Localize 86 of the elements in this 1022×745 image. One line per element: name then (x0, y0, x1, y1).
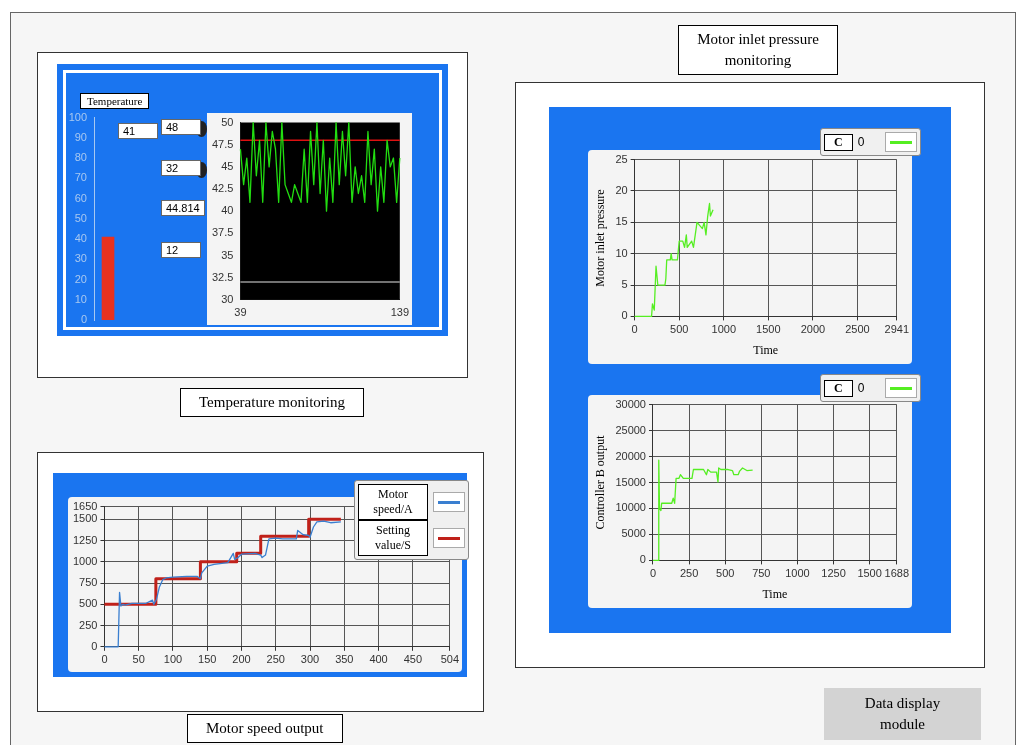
text: 44.814 (161, 200, 205, 216)
x-tick-label: 200 (232, 653, 251, 666)
text: 0 (857, 381, 866, 395)
y-tick-label: 80 (74, 151, 87, 164)
y-tick-label: 70 (74, 171, 87, 184)
text: Motor speed output (187, 714, 343, 743)
y-tick-label: 30 (74, 252, 87, 265)
x-tick-label: 450 (403, 653, 422, 666)
y-tick-label: 50 (221, 115, 234, 128)
y-tick-label: 42.5 (211, 182, 234, 195)
x-tick-label: 750 (752, 567, 771, 580)
x-tick-label: 1688 (884, 567, 910, 580)
x-tick-label: 300 (300, 653, 320, 666)
y-tick-label: 50 (74, 211, 87, 224)
text: Temperature monitoring (180, 388, 364, 417)
x-tick-label: 2500 (845, 323, 870, 336)
y-tick-label: 0 (639, 553, 646, 566)
y-tick-label: 5000 (621, 527, 646, 540)
chart-title: Motor inlet pressure monitoring (678, 25, 838, 75)
y-tick-label: 37.5 (211, 226, 234, 239)
x-tick-label: 139 (390, 306, 409, 319)
legend-title: C (824, 133, 853, 151)
y-tick-label: 15000 (615, 475, 646, 488)
x-tick-label: 0 (101, 653, 108, 666)
y-axis-title: Controller B output (593, 434, 608, 530)
x-axis-title: Time (762, 586, 788, 601)
legend-title: C (824, 379, 853, 397)
y-tick-label: 25 (615, 152, 628, 165)
y-tick-label: 60 (74, 191, 87, 204)
y-tick-label: 30 (221, 292, 234, 305)
y-tick-label: 100 (68, 110, 87, 123)
text: Data display module (824, 688, 981, 740)
y-tick-label: 32.5 (211, 270, 234, 283)
x-tick-label: 39 (234, 306, 247, 319)
x-tick-label: 250 (679, 567, 699, 580)
text: 48 (161, 119, 201, 135)
x-tick-label: 1500 (756, 323, 781, 336)
x-tick-label: 500 (716, 567, 735, 580)
x-tick-label: 150 (198, 653, 217, 666)
text: 12 (161, 242, 201, 258)
y-tick-label: 25000 (615, 423, 646, 436)
x-tick-label: 2941 (884, 323, 910, 336)
y-tick-label: 20 (74, 272, 87, 285)
y-tick-label: 10000 (615, 501, 646, 514)
x-tick-label: 1000 (711, 323, 737, 336)
x-tick-label: 350 (335, 653, 354, 666)
y-tick-label: 40 (74, 232, 87, 245)
y-tick-label: 0 (91, 639, 98, 652)
x-tick-label: 500 (670, 323, 689, 336)
y-tick-label: 35 (221, 248, 234, 261)
y-tick-label: 30000 (615, 397, 646, 410)
y-axis-title: Motor inlet pressure (593, 189, 608, 287)
legend-label: Motor speed/A (358, 484, 428, 520)
y-tick-label: 1000 (72, 554, 98, 567)
y-tick-label: 20 (615, 183, 628, 196)
y-tick-label: 10 (615, 246, 628, 259)
x-tick-label: 100 (163, 653, 183, 666)
x-tick-label: 1000 (785, 567, 810, 580)
x-tick-label: 250 (266, 653, 285, 666)
y-tick-label: 1250 (72, 533, 98, 546)
y-tick-label: 10 (74, 292, 87, 305)
text: 32 (161, 160, 201, 176)
x-tick-label: 50 (132, 653, 145, 666)
x-axis-title: Time (753, 342, 779, 357)
x-tick-label: 1250 (821, 567, 846, 580)
y-tick-label: 250 (79, 618, 98, 631)
y-tick-label: 5 (621, 278, 628, 291)
y-tick-label: 90 (74, 130, 87, 143)
x-tick-label: 400 (369, 653, 388, 666)
x-tick-label: 1500 (857, 567, 882, 580)
x-tick-label: 2000 (800, 323, 826, 336)
y-tick-label: 40 (221, 204, 234, 217)
y-tick-label: 1500 (72, 512, 98, 525)
x-tick-label: 0 (649, 567, 657, 580)
y-tick-label: 47.5 (211, 137, 234, 150)
text: 0 (857, 135, 866, 149)
y-tick-label: 1650 (72, 499, 98, 512)
legend-label: Setting value/S (358, 520, 428, 556)
y-tick-label: 750 (79, 576, 98, 589)
x-tick-label: 504 (440, 653, 459, 666)
text: 41 (118, 123, 158, 139)
y-tick-label: 20000 (615, 449, 646, 462)
y-tick-label: 15 (615, 215, 628, 228)
chart-title: Temperature (80, 93, 150, 109)
y-tick-label: 500 (79, 597, 98, 610)
y-tick-label: 45 (221, 159, 234, 172)
